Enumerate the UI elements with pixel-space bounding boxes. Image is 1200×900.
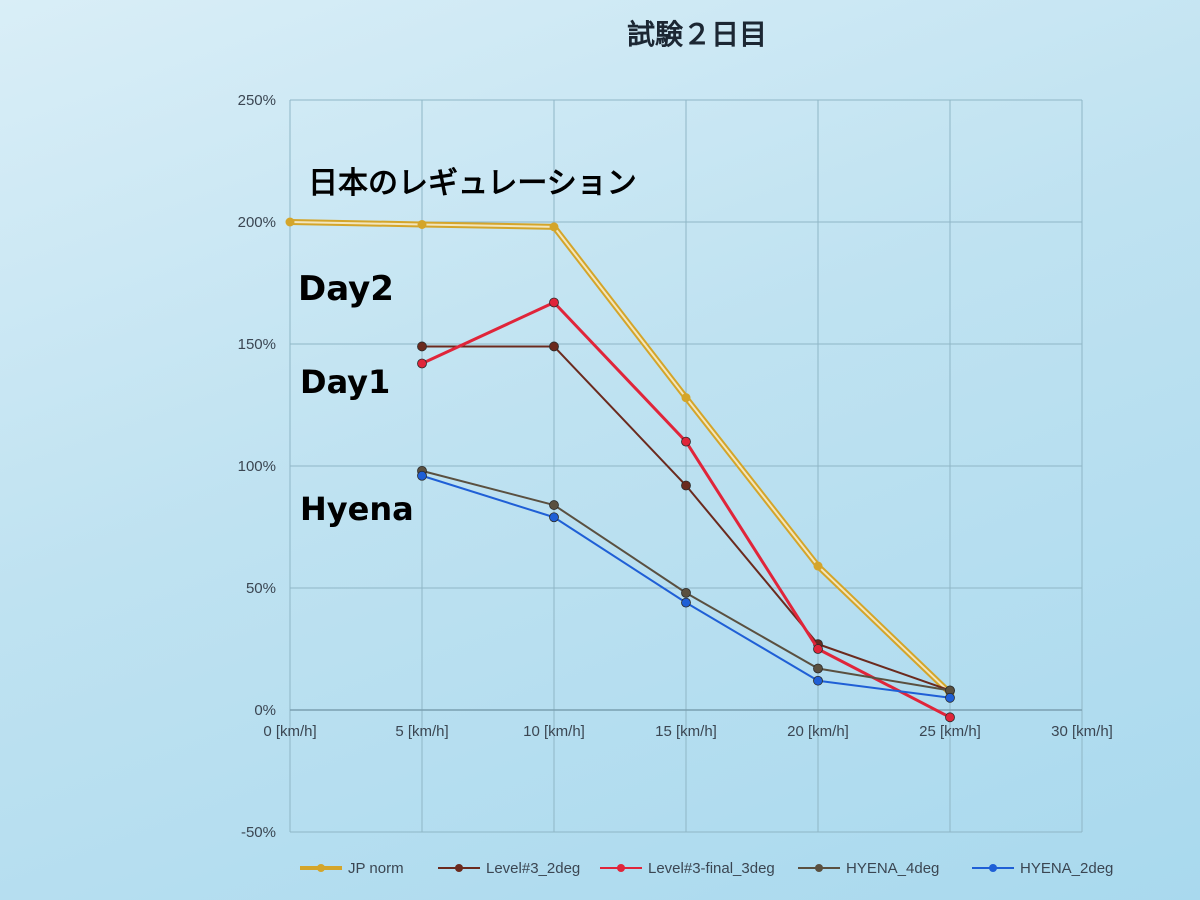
- series-point: [681, 436, 691, 447]
- series-point: [945, 712, 955, 723]
- x-tick-labels: 0 [km/h] 5 [km/h] 10 [km/h] 15 [km/h] 20 [km…: [263, 723, 1113, 740]
- legend-swatch-marker: [989, 864, 997, 872]
- series-point: [681, 587, 691, 598]
- x-tick-label: 5 [km/h]: [395, 723, 448, 740]
- y-tick-label: 250%: [238, 92, 276, 109]
- series-point: [813, 561, 823, 571]
- series-line-jp-norm-inner: [289, 221, 951, 694]
- y-tick-label: 0%: [254, 702, 276, 719]
- legend-label: Level#3_2deg: [486, 860, 580, 877]
- legend-swatch-marker: [815, 864, 823, 872]
- series-point: [813, 644, 823, 654]
- legend-swatch-marker: [617, 864, 625, 872]
- series-point: [549, 500, 559, 510]
- y-tick-label: 100%: [238, 458, 276, 475]
- x-tick-label: 25 [km/h]: [919, 723, 981, 740]
- series-point: [681, 480, 691, 491]
- x-tick-label: 15 [km/h]: [655, 723, 717, 740]
- series-point: [417, 341, 427, 352]
- series-point: [813, 663, 823, 674]
- series-point: [417, 358, 427, 369]
- series-point: [549, 297, 559, 308]
- y-tick-label: 150%: [238, 336, 276, 353]
- series-point: [681, 597, 691, 608]
- annotation-day1: Day1: [300, 363, 390, 401]
- y-tick-label: 50%: [246, 580, 276, 597]
- series-point: [549, 341, 559, 352]
- series-point: [417, 470, 427, 481]
- series-point: [285, 217, 295, 227]
- legend-label: HYENA_4deg: [846, 860, 939, 877]
- annotation-day2: Day2: [298, 269, 394, 309]
- legend-swatch-marker: [317, 864, 325, 872]
- legend: JP norm Level#3_2deg Level#3-final_3deg HYE…: [300, 860, 1113, 877]
- legend-label: JP norm: [348, 860, 404, 877]
- series-point: [549, 222, 559, 232]
- annotation-hyena: Hyena: [300, 490, 414, 528]
- annotation-regulation: 日本のレギュレーション: [308, 166, 637, 201]
- series-point: [417, 219, 427, 229]
- series-point: [549, 512, 559, 523]
- x-tick-label: 30 [km/h]: [1051, 723, 1113, 740]
- annotations: 日本のレギュレーション Day2 Day1 Hyena: [298, 166, 637, 528]
- chart-title: 試験２日目: [627, 18, 767, 51]
- series-point: [681, 393, 691, 403]
- y-tick-labels: 250% 200% 150% 100% 50% 0% -50%: [238, 92, 276, 841]
- series-point: [813, 675, 823, 686]
- legend-swatch-marker: [455, 864, 463, 872]
- legend-label: HYENA_2deg: [1020, 860, 1113, 877]
- x-tick-label: 0 [km/h]: [263, 723, 316, 740]
- series-point: [945, 692, 955, 703]
- x-tick-label: 10 [km/h]: [523, 723, 585, 740]
- y-tick-label: 200%: [238, 214, 276, 231]
- y-tick-label: -50%: [241, 824, 276, 841]
- x-tick-label: 20 [km/h]: [787, 723, 849, 740]
- series-group: [285, 217, 955, 723]
- legend-label: Level#3-final_3deg: [648, 860, 775, 877]
